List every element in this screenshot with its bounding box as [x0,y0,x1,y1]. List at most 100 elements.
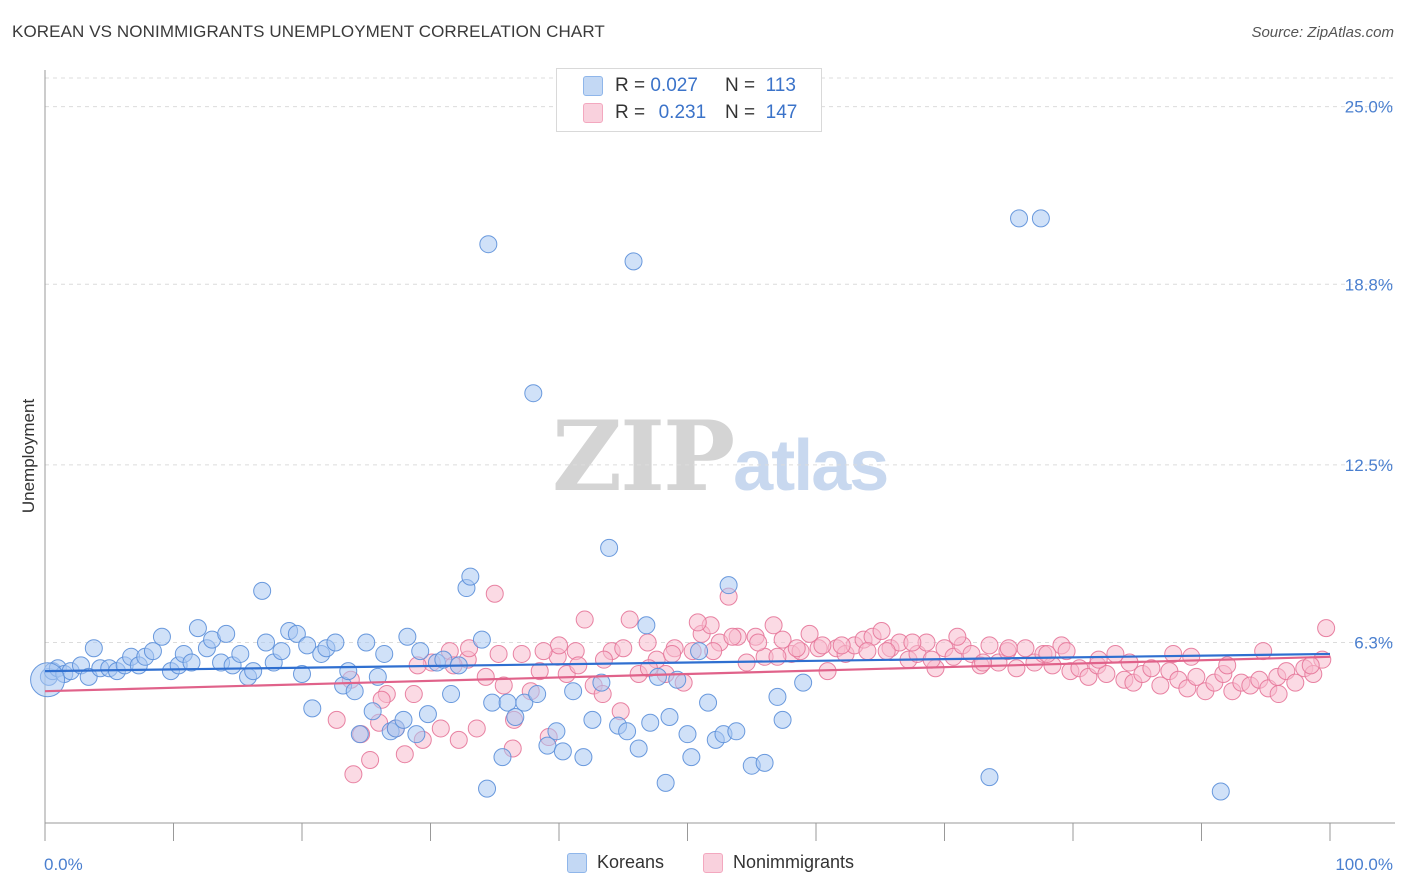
nonimmigrants-point [575,610,594,629]
koreans-point [350,725,369,744]
watermark-atlas: atlas [733,426,889,506]
nonimmigrants-point [663,644,682,663]
koreans-point [1010,209,1029,228]
nonimmigrants-point [476,667,495,686]
koreans-point [375,644,394,663]
koreans-point [287,624,306,643]
nonimmigrants-point [534,642,553,661]
koreans-point [479,235,498,254]
legend-label-nonimmigrants: Nonimmigrants [733,852,855,872]
nonimmigrants-point [813,636,832,655]
nonimmigrants-point [489,644,508,663]
nonimmigrants-point [1254,642,1273,661]
koreans-point [272,642,291,661]
nonimmigrants-point [1317,619,1336,638]
nonimmigrants-point [460,639,479,658]
koreans-point [257,633,276,652]
koreans-point [244,662,263,681]
koreans-point [618,722,637,741]
koreans-point [660,707,679,726]
koreans-point [411,642,430,661]
nonimmigrants-point [773,630,792,649]
source-label: Source: ZipAtlas.com [1251,24,1394,41]
koreans-point [407,725,426,744]
nonimmigrants-point [344,765,363,784]
koreans-point [394,710,413,729]
y-tick-label: 12.5% [1345,456,1393,475]
series-legend: Koreans Nonimmigrants [0,852,1406,878]
nonimmigrants-point [467,719,486,738]
koreans-point [339,662,358,681]
koreans-point [293,665,311,683]
koreans-point [755,753,774,772]
nonimmigrants-point [1218,656,1237,675]
koreans-point [143,642,162,661]
koreans-point [303,699,322,718]
nonimmigrants-point [1007,659,1026,678]
koreans-point [461,567,480,586]
koreans-point [524,384,543,403]
nonimmigrants-point [1089,650,1108,669]
nonimmigrants-point [903,633,922,652]
chart-title: KOREAN VS NONIMMIGRANTS UNEMPLOYMENT COR… [12,22,605,41]
koreans-point [182,653,201,672]
legend-n-value: 147 [765,102,798,123]
nonimmigrants-point [485,584,504,603]
legend-r-value: 0.027 [650,75,698,96]
nonimmigrants-point [764,616,783,635]
nonimmigrants-point [594,650,613,669]
x-tick-label: 0.0% [44,855,83,874]
koreans-point [682,748,701,767]
koreans-point [231,644,250,663]
nonimmigrants-point [832,636,851,655]
legend-r-label: R = [615,102,646,123]
nonimmigrants-point [872,622,891,641]
nonimmigrants-point [512,644,531,663]
koreans-point [515,693,534,712]
koreans-point [678,725,697,744]
nonimmigrants-point [787,639,806,658]
nonimmigrants-point [404,685,423,704]
koreans-point [624,252,643,271]
koreans-point [600,538,619,557]
koreans-point [84,639,103,658]
watermark-zip: ZIP [552,400,735,513]
koreans-point [773,710,792,729]
y-axis-label: Unemployment [19,399,38,514]
legend-n-label: N = [724,102,756,123]
koreans-point [794,673,813,692]
koreans-point [217,624,236,643]
nonimmigrants-point [431,719,450,738]
koreans-point [719,576,738,595]
koreans-point [583,710,602,729]
koreans-point [564,682,583,701]
nonimmigrants-point [620,610,639,629]
nonimmigrants-point [1286,673,1305,692]
koreans-point [506,707,525,726]
koreans-point [656,773,675,792]
nonimmigrants-point [877,642,896,661]
legend-r-label: R = [615,75,646,96]
legend-label-koreans: Koreans [597,852,665,872]
koreans-point [152,627,171,646]
koreans-point [592,673,611,692]
legend-row-nonimmigrants: R = 0.231 N = 147 [583,100,797,126]
nonimmigrants-point [1097,665,1116,683]
nonimmigrants-point [638,633,657,652]
legend-n-value: 113 [765,75,796,96]
koreans-point [768,687,787,706]
legend-item-nonimmigrants[interactable]: Nonimmigrants [703,852,854,873]
koreans-point [1211,782,1230,801]
nonimmigrants-point [1164,644,1183,663]
legend-row-koreans: R = 0.027 N = 113 [583,73,796,99]
koreans-point [547,722,566,741]
nonimmigrants-point [688,613,707,632]
koreans-point [553,742,572,761]
nonimmigrants-point [800,624,819,643]
legend-swatch-nonimmigrants [703,852,723,873]
koreans-point [641,713,660,732]
koreans-point [298,636,317,655]
legend-item-koreans[interactable]: Koreans [567,852,664,873]
nonimmigrants-point [395,745,414,764]
